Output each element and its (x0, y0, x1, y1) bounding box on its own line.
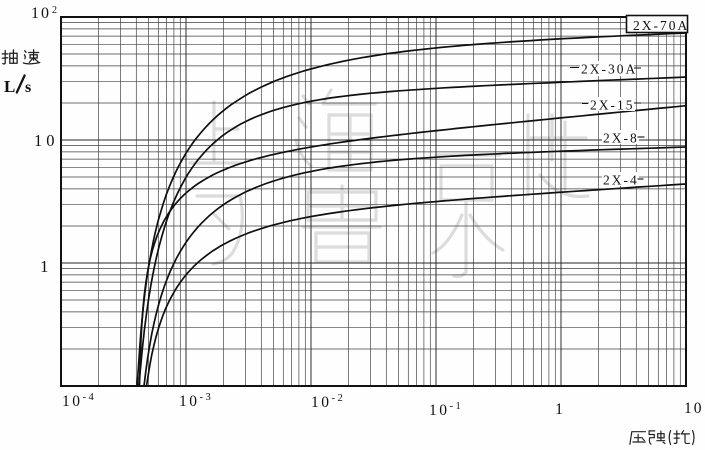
svg-text:s: s (25, 79, 31, 96)
svg-text:2X-4: 2X-4 (603, 173, 639, 188)
svg-text:1: 1 (40, 257, 49, 276)
svg-text:10: 10 (34, 131, 59, 150)
svg-text:10: 10 (684, 400, 704, 417)
svg-text:1: 1 (555, 401, 563, 418)
svg-text:2X-70A: 2X-70A (633, 18, 689, 33)
svg-text:2X-8: 2X-8 (603, 131, 639, 146)
svg-text:2X-30A: 2X-30A (581, 62, 637, 77)
svg-text:L: L (4, 77, 15, 96)
svg-text:102: 102 (31, 5, 59, 22)
svg-text:2X-15: 2X-15 (590, 98, 635, 113)
